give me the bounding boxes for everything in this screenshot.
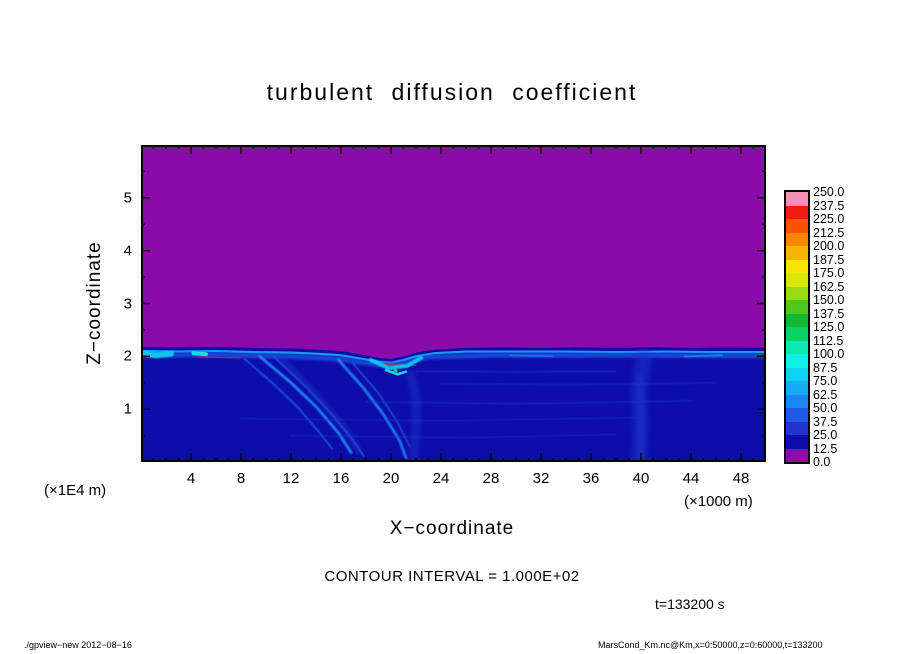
x-tick-label: 48 (732, 470, 750, 487)
colorbar-tick-label: 112.5 (813, 333, 844, 348)
colorbar-band (786, 448, 808, 462)
colorbar: 250.0 237.5 225.0 212.5 200.0 187.5 175.0 162.5… (784, 186, 844, 468)
colorbar-band (786, 246, 808, 260)
colorbar-tick-label: 225.0 (813, 212, 845, 226)
y-tick-label: 4 (123, 242, 132, 260)
colorbar-tick-label: 175.0 (813, 266, 845, 280)
colorbar-band (786, 219, 808, 233)
x-tick-label: 8 (236, 470, 246, 487)
x-tick-label: 16 (332, 470, 350, 487)
time-annotation: t=133200 s (655, 596, 725, 612)
colorbar-band (786, 354, 808, 368)
colorbar-tick-label: 0.0 (813, 455, 831, 469)
colorbar-band (786, 259, 808, 273)
colorbar-tick-label: 37.5 (813, 414, 838, 429)
x-axis-label: X−coordinate (389, 518, 515, 539)
colorbar-band (786, 327, 808, 341)
colorbar-tick-label: 250.0 (813, 185, 845, 199)
colorbar-band (786, 394, 808, 408)
colorbar-tick-label: 237.5 (813, 198, 845, 213)
y-tick-label: 3 (123, 295, 132, 312)
colorbar-tick-label: 50.0 (813, 401, 838, 415)
x-tick-label: 44 (682, 470, 700, 487)
x-tick-label: 12 (282, 470, 300, 487)
colorbar-band (786, 435, 808, 449)
contour-interval-note: CONTOUR INTERVAL = 1.000E+02 (324, 568, 580, 585)
colorbar-tick-label: 87.5 (813, 360, 838, 375)
y-tick-label: 2 (123, 347, 132, 365)
colorbar-tick-label: 25.0 (813, 428, 838, 442)
colorbar-tick-label: 125.0 (813, 320, 845, 334)
page-title: turbulent diffusion coefficient (266, 79, 638, 105)
colorbar-tick-label: 75.0 (813, 374, 838, 388)
colorbar-tick-label: 162.5 (813, 279, 845, 294)
x-tick-label: 24 (432, 470, 450, 487)
colorbar-band (786, 367, 808, 381)
colorbar-band (786, 286, 808, 300)
colorbar-band (786, 273, 808, 287)
x-tick-label: 28 (482, 470, 500, 487)
x-tick-label: 40 (632, 470, 650, 487)
x-tick-label: 20 (382, 470, 400, 487)
colorbar-tick-label: 212.5 (813, 225, 845, 240)
colorbar-band (786, 300, 808, 314)
colorbar-tick-label: 62.5 (813, 387, 838, 402)
colorbar-band (786, 381, 808, 395)
colorbar-tick-label: 100.0 (813, 347, 845, 361)
colorbar-tick-label: 200.0 (813, 239, 845, 253)
colorbar-band (786, 313, 808, 327)
colorbar-tick-label: 137.5 (813, 306, 845, 321)
x-axis-unit-label: (×1000 m) (684, 493, 753, 510)
colorbar-tick-label: 12.5 (813, 441, 838, 456)
colorbar-bands (784, 190, 810, 464)
x-tick-label: 4 (186, 470, 196, 487)
colorbar-band (786, 408, 808, 422)
colorbar-band (786, 192, 808, 206)
colorbar-tick-label: 150.0 (813, 293, 845, 307)
y-tick-label: 1 (123, 400, 132, 418)
y-axis-unit-label: (×1E4 m) (44, 482, 107, 499)
x-tick-label: 32 (532, 470, 550, 487)
colorbar-band (786, 205, 808, 219)
colorbar-band (786, 340, 808, 354)
colorbar-tick-label: 187.5 (813, 252, 845, 267)
colorbar-band (786, 421, 808, 435)
footer-dataset-text: MarsCond_Km.nc@Km,x=0:50000,z=0:60000,t=… (598, 640, 823, 650)
x-tick-label: 36 (582, 470, 600, 487)
footer-command-text: ./gpview−new 2012−08−16 (24, 640, 132, 650)
y-axis-label: Z−coordinate (84, 241, 105, 365)
contour-plot-canvas (141, 145, 766, 462)
y-tick-label: 5 (123, 189, 132, 207)
colorbar-band (786, 232, 808, 246)
